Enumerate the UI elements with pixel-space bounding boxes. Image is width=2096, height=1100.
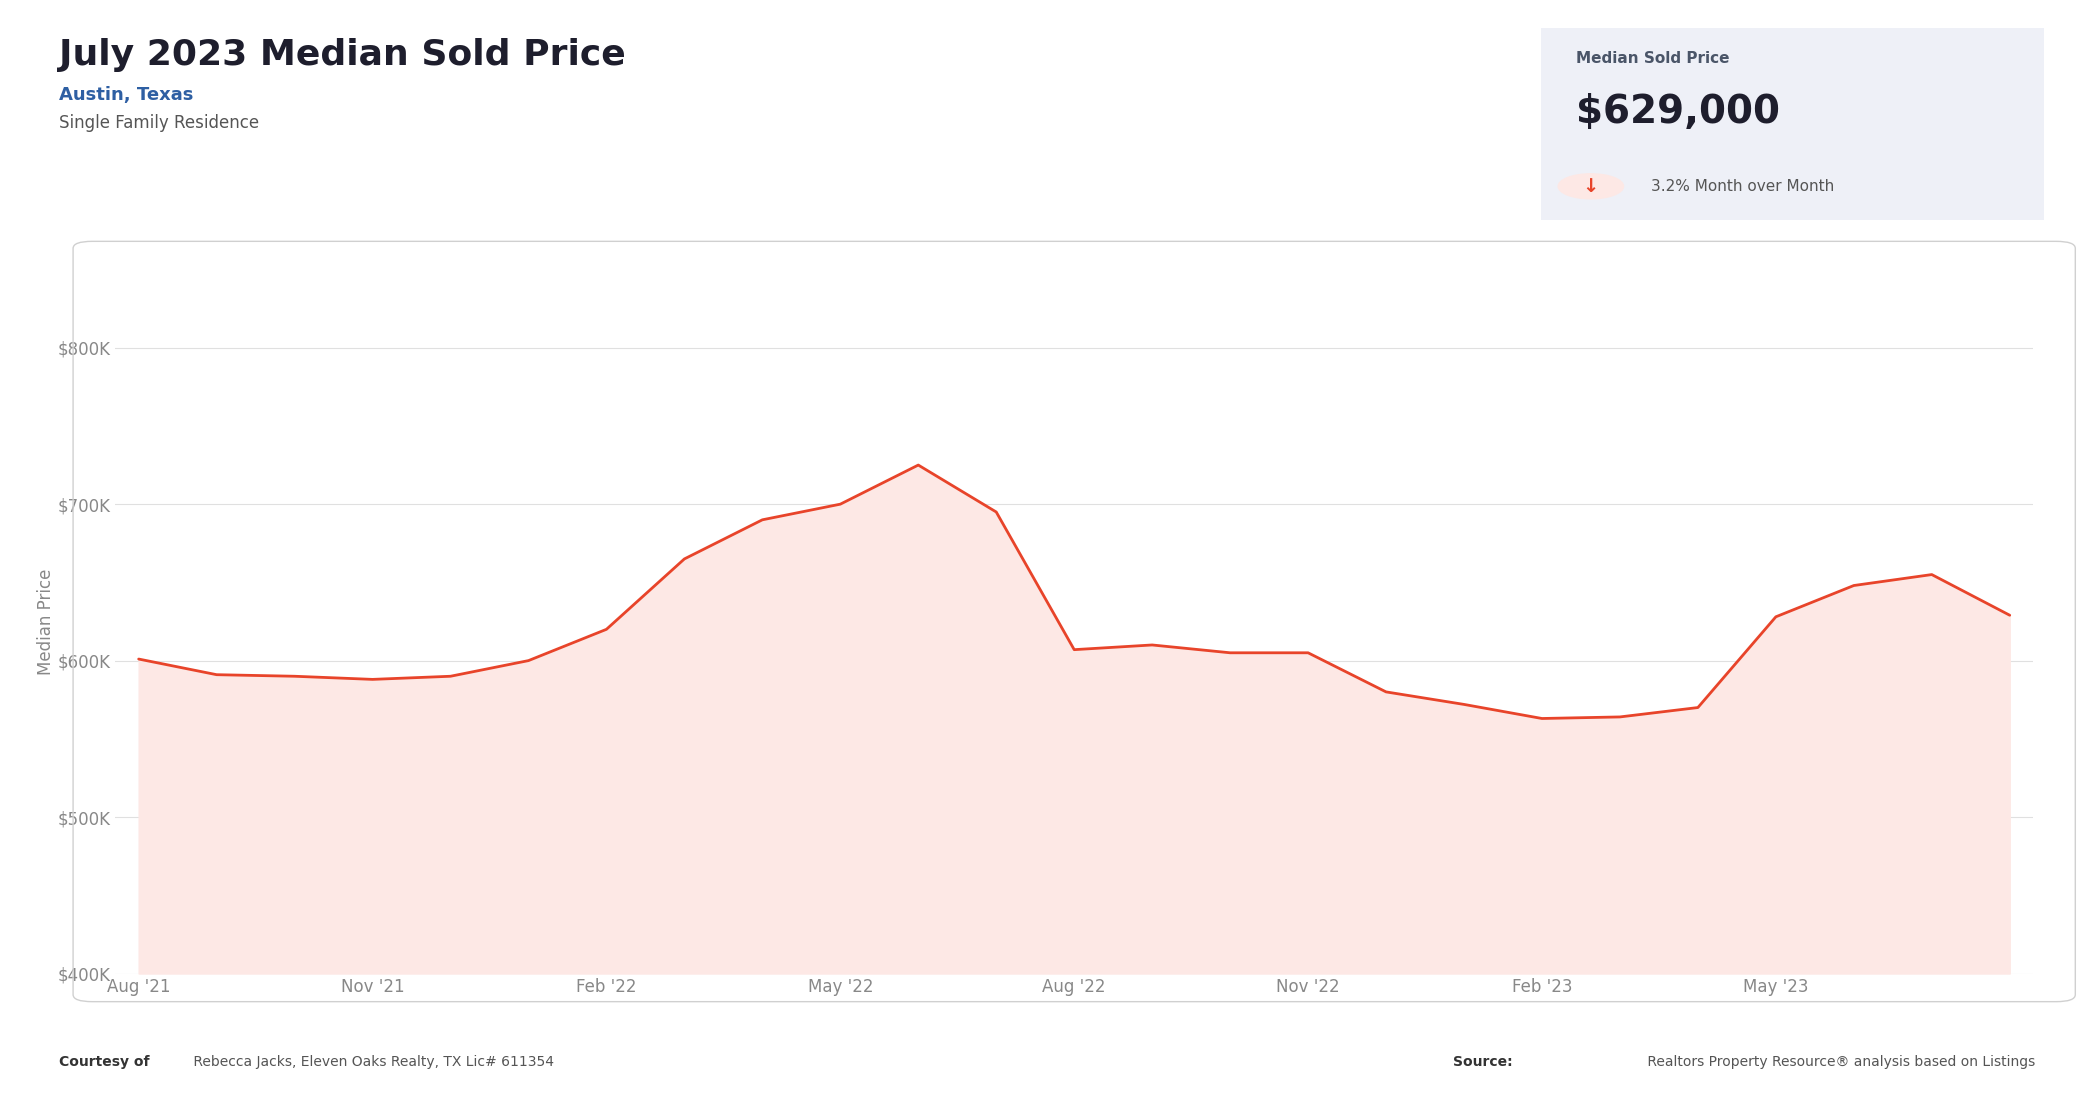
Text: ↓: ↓ (1582, 177, 1599, 196)
Text: Single Family Residence: Single Family Residence (59, 114, 258, 132)
Circle shape (1557, 174, 1624, 199)
Text: Rebecca Jacks, Eleven Oaks Realty, TX Lic# 611354: Rebecca Jacks, Eleven Oaks Realty, TX Li… (189, 1055, 553, 1069)
Text: Courtesy of: Courtesy of (59, 1055, 149, 1069)
Text: Source:: Source: (1453, 1055, 1511, 1069)
Text: Realtors Property Resource® analysis based on Listings: Realtors Property Resource® analysis bas… (1643, 1055, 2035, 1069)
Text: $629,000: $629,000 (1576, 94, 1780, 131)
Y-axis label: Median Price: Median Price (38, 569, 54, 674)
Text: Austin, Texas: Austin, Texas (59, 86, 193, 103)
Text: July 2023 Median Sold Price: July 2023 Median Sold Price (59, 39, 625, 73)
Text: 3.2% Month over Month: 3.2% Month over Month (1652, 179, 1834, 194)
Text: Median Sold Price: Median Sold Price (1576, 51, 1729, 66)
